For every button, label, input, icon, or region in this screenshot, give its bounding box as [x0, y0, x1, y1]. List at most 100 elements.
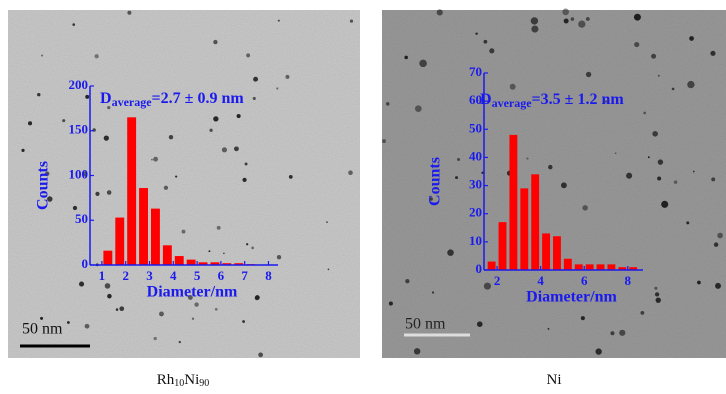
- particle: [288, 174, 293, 179]
- x-tick-label: 6: [581, 273, 588, 288]
- particle: [413, 348, 421, 355]
- annotation-part: D: [100, 90, 112, 107]
- particle: [244, 162, 248, 166]
- particle: [194, 302, 199, 307]
- particle: [692, 170, 695, 173]
- particle: [530, 17, 539, 25]
- particle: [181, 229, 186, 234]
- particle: [652, 130, 658, 137]
- x-axis-label: Diameter/nm: [147, 284, 238, 301]
- bar: [596, 264, 605, 270]
- particle: [37, 92, 41, 97]
- particle: [214, 307, 218, 311]
- particle: [531, 25, 539, 33]
- x-tick-label: 7: [241, 268, 248, 283]
- bar: [150, 208, 160, 265]
- particle: [178, 340, 181, 344]
- particle: [72, 23, 76, 26]
- y-tick-label: 60: [469, 92, 482, 107]
- particle: [276, 255, 282, 260]
- particle: [258, 352, 263, 358]
- particle: [634, 41, 640, 48]
- particle: [349, 19, 354, 23]
- particle: [562, 8, 569, 16]
- particle: [221, 147, 227, 153]
- y-tick-label: 200: [69, 77, 89, 92]
- bar: [210, 262, 220, 265]
- bar: [487, 261, 496, 270]
- particle: [585, 17, 590, 21]
- particle: [633, 13, 641, 21]
- particle: [710, 50, 716, 56]
- particle: [66, 321, 70, 324]
- y-axis-label: Counts: [35, 161, 52, 210]
- y-tick-label: 30: [469, 177, 482, 192]
- particle: [348, 170, 353, 176]
- particle: [647, 156, 650, 159]
- annotation: Daverage=2.7 ± 0.9 nm: [100, 90, 244, 109]
- particle: [159, 311, 164, 317]
- particle: [580, 316, 585, 321]
- particle: [481, 171, 484, 174]
- y-tick-label: 0: [476, 261, 483, 276]
- particle: [404, 55, 408, 60]
- particle: [41, 54, 44, 57]
- particle: [419, 59, 427, 68]
- particle: [386, 102, 390, 106]
- particle: [246, 243, 249, 246]
- bar: [607, 264, 616, 270]
- particle: [27, 121, 33, 126]
- bar: [139, 188, 148, 265]
- scale-bar-label: 50 nm: [405, 316, 446, 333]
- particle: [47, 196, 53, 202]
- bar: [174, 256, 184, 265]
- particle: [595, 348, 602, 355]
- caption-part: Rh: [157, 372, 175, 388]
- particle: [509, 83, 516, 90]
- particle: [673, 180, 678, 184]
- bar: [222, 263, 232, 265]
- particle: [661, 200, 669, 208]
- caption-part: Ni: [184, 372, 199, 388]
- particle: [216, 225, 221, 230]
- particle: [119, 306, 125, 312]
- y-tick-label: 20: [469, 205, 482, 220]
- particle: [476, 99, 479, 102]
- particle: [253, 76, 259, 82]
- panel: 0 50 100 150 200 1 2 3 4 5 6 7 8 Diameter/nm Counts Dav…: [8, 10, 360, 389]
- particle: [414, 105, 422, 112]
- bar: [629, 267, 638, 270]
- particle: [209, 128, 213, 132]
- tem-image: [382, 10, 726, 358]
- particle: [405, 279, 410, 284]
- particle: [475, 32, 478, 35]
- x-tick-label: 5: [194, 268, 201, 283]
- particle: [213, 116, 219, 122]
- annotation-part: average: [112, 95, 153, 109]
- particle: [585, 71, 592, 78]
- particle: [104, 283, 111, 289]
- particle: [455, 176, 459, 180]
- y-tick-label: 0: [82, 256, 89, 271]
- particle: [436, 9, 443, 16]
- particle: [252, 96, 256, 101]
- particle: [276, 87, 279, 90]
- particle: [548, 164, 553, 170]
- particle: [103, 135, 109, 141]
- particle: [242, 177, 247, 182]
- particle: [285, 74, 290, 79]
- y-tick-label: 50: [469, 120, 482, 135]
- particle: [570, 17, 575, 21]
- particle: [187, 295, 193, 300]
- particle: [94, 54, 99, 59]
- bar: [115, 217, 125, 265]
- particle: [431, 291, 435, 294]
- x-tick-label: 6: [218, 268, 225, 283]
- particle: [578, 20, 586, 28]
- particle: [655, 297, 661, 303]
- y-tick-label: 10: [469, 233, 482, 248]
- caption-part: Ni: [547, 372, 562, 388]
- particle: [643, 111, 646, 115]
- particle: [163, 185, 169, 190]
- particle: [654, 286, 658, 290]
